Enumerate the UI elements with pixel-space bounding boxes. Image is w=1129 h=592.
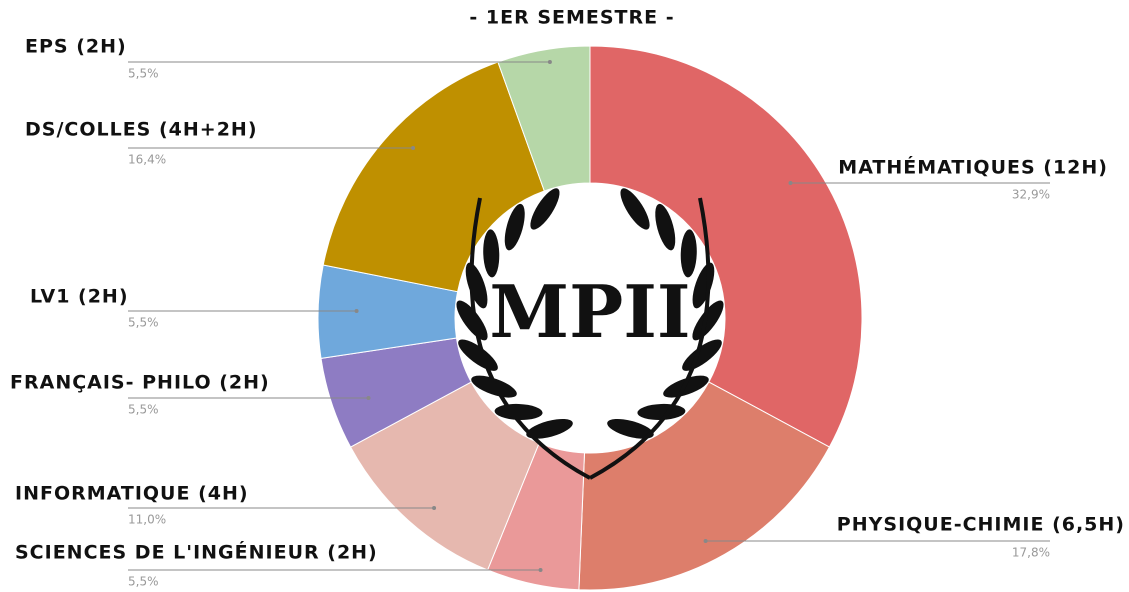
leader-dot xyxy=(355,309,359,313)
legend-label: DS/COLLES (4H+2H) xyxy=(25,119,258,141)
value-label: 5,5% xyxy=(128,575,159,589)
value-label: 5,5% xyxy=(128,316,159,330)
legend-label: MATHÉMATIQUES (12H) xyxy=(838,156,1108,179)
value-label: 32,9% xyxy=(1012,188,1050,202)
chart: - 1ER SEMESTRE - MPII MATHÉMATIQUES (12H… xyxy=(0,0,1129,592)
leader-dot xyxy=(432,506,436,510)
legend-label: INFORMATIQUE (4H) xyxy=(15,483,249,505)
leader-dot xyxy=(704,539,708,543)
leader-dot xyxy=(366,396,370,400)
legend-label: FRANÇAIS- PHILO (2H) xyxy=(10,372,270,394)
value-label: 5,5% xyxy=(128,67,159,81)
value-label: 16,4% xyxy=(128,153,166,167)
chart-title: - 1ER SEMESTRE - xyxy=(469,7,674,29)
value-label: 11,0% xyxy=(128,513,166,527)
leader-dot xyxy=(411,146,415,150)
legend-label: SCIENCES DE L'INGÉNIEUR (2H) xyxy=(15,541,378,564)
value-label: 17,8% xyxy=(1012,546,1050,560)
leader-dot xyxy=(548,60,552,64)
legend-label: EPS (2H) xyxy=(25,36,127,58)
leader-dot xyxy=(788,181,792,185)
center-label: MPII xyxy=(489,269,690,354)
legend-label: PHYSIQUE-CHIMIE (6,5H) xyxy=(837,514,1125,536)
legend-label: LV1 (2H) xyxy=(30,286,129,308)
leader-dot xyxy=(539,568,543,572)
value-label: 5,5% xyxy=(128,403,159,417)
